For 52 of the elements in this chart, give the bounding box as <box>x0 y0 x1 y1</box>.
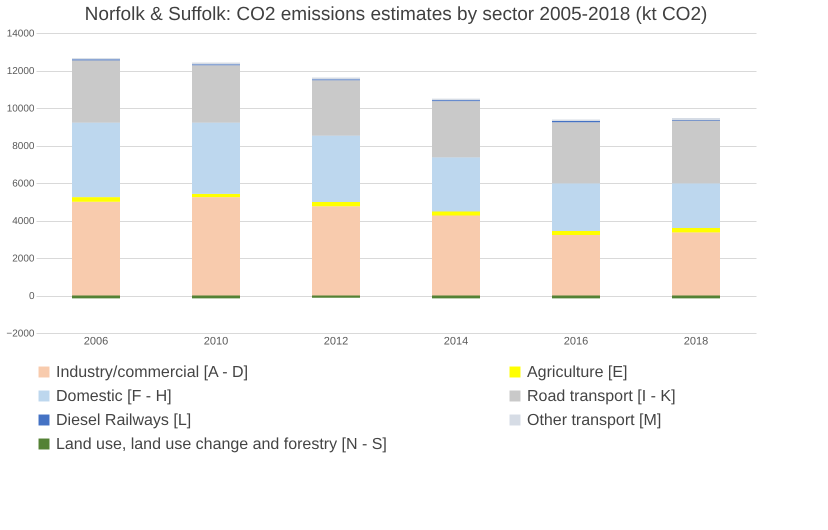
y-tick-label: 14000 <box>6 28 35 40</box>
bar <box>432 101 480 158</box>
bar <box>432 212 480 216</box>
x-tick-label: 2014 <box>444 336 468 348</box>
y-tick-label: 12000 <box>6 66 35 77</box>
bar <box>192 65 240 123</box>
bar <box>312 206 360 296</box>
bar <box>552 296 600 298</box>
legend-label: Industry/commercial [A - D] <box>56 364 248 381</box>
chart-title: Norfolk & Suffolk: CO2 emissions estimates by sector 2005-2018 (kt CO2) <box>84 4 708 25</box>
bar <box>72 202 120 296</box>
bar <box>672 183 720 228</box>
bar <box>672 120 720 184</box>
y-tick-label: 4000 <box>12 216 35 227</box>
bar <box>192 197 240 296</box>
x-tick-label: 2018 <box>684 336 708 348</box>
y-tick-label: −2000 <box>6 328 35 340</box>
bar <box>552 122 600 184</box>
y-tick-label: 8000 <box>12 141 35 152</box>
legend-label: Other transport [M] <box>527 412 662 429</box>
bar <box>312 136 360 202</box>
bar <box>672 296 720 298</box>
bar <box>552 183 600 231</box>
x-tick-label: 2006 <box>84 336 108 348</box>
bar <box>552 231 600 235</box>
bar <box>72 197 120 202</box>
bar <box>672 232 720 296</box>
legend-label: Domestic [F - H] <box>56 388 172 405</box>
y-tick-label: 10000 <box>6 104 35 114</box>
bar <box>432 215 480 296</box>
bar <box>192 122 240 194</box>
bar <box>432 157 480 212</box>
bar <box>312 202 360 206</box>
bar <box>72 60 120 123</box>
bar <box>192 296 240 298</box>
x-tick-label: 2016 <box>564 336 588 348</box>
bar <box>72 296 120 298</box>
legend-label: Road transport [I - K] <box>527 388 676 405</box>
y-tick-label: 6000 <box>12 178 35 190</box>
x-tick-label: 2010 <box>204 336 228 348</box>
legend-label: Land use, land use change and forestry [N - S] <box>56 436 387 453</box>
bar <box>192 194 240 198</box>
legend-label: Diesel Railways [L] <box>56 412 192 429</box>
legend-label: Agriculture [E] <box>527 364 628 381</box>
bar <box>552 234 600 296</box>
bar <box>72 122 120 198</box>
x-tick-label: 2012 <box>324 336 348 348</box>
y-tick-label: 2000 <box>12 254 35 264</box>
bar <box>312 80 360 136</box>
y-tick-label: 0 <box>28 291 35 302</box>
bar <box>432 296 480 298</box>
bar <box>672 228 720 232</box>
